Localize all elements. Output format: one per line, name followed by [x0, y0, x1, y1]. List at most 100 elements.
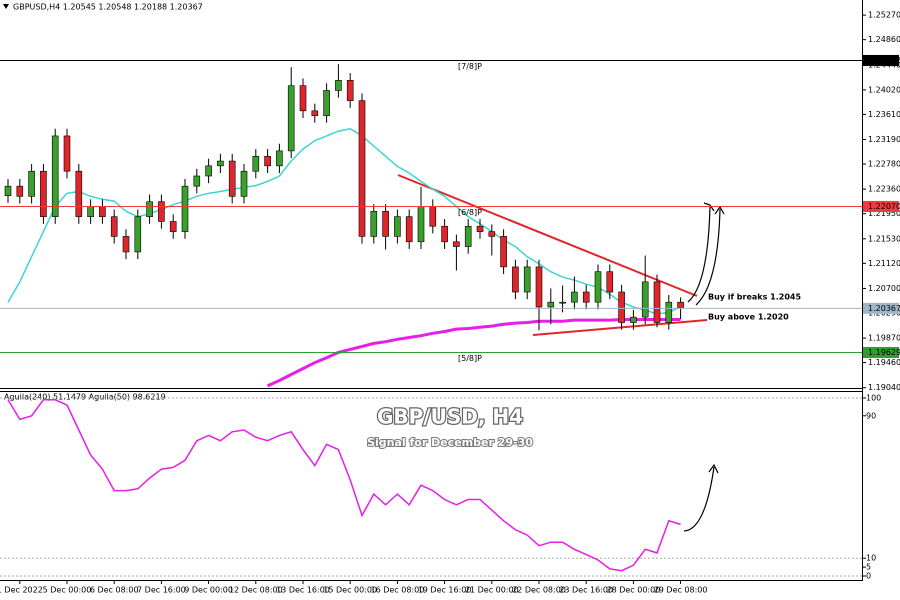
candle [476, 219, 484, 239]
candle-body [205, 165, 212, 177]
y-tick-label: 5 [866, 563, 871, 572]
candle [335, 64, 342, 98]
level-tag: [6/8]P [458, 208, 482, 217]
y-tick-label: 1.22360 [868, 185, 900, 194]
candle [169, 214, 177, 239]
x-tick-label: 16 Dec 08:00 [370, 586, 424, 595]
candle-body [40, 170, 47, 217]
candle-body [346, 80, 354, 101]
candle [252, 149, 260, 179]
candle [370, 204, 378, 244]
y-tick-label: 1.23610 [868, 110, 900, 119]
candle [122, 229, 130, 260]
x-tick-label: 12 Dec 08:00 [229, 586, 283, 595]
candle [28, 164, 35, 204]
x-tick-label: 29 Dec 08:00 [654, 586, 708, 595]
candle-body [134, 216, 142, 253]
candle [311, 103, 319, 123]
candle [441, 219, 448, 249]
x-tick-label: 6 Dec 08:00 [90, 586, 139, 595]
candle-body [28, 170, 35, 197]
candle [299, 78, 307, 118]
candle [523, 259, 531, 300]
candle [193, 168, 201, 194]
candle-body [16, 185, 24, 197]
candle [323, 83, 330, 123]
candle-body [240, 170, 248, 197]
arrows [683, 202, 725, 532]
candle-body [594, 271, 602, 303]
candle-body [476, 225, 484, 232]
candle-body [217, 160, 224, 167]
candle-body [512, 266, 519, 293]
overlay-title: GBP/USD, H4 [377, 405, 523, 429]
candle [75, 164, 83, 224]
candle [547, 288, 555, 325]
candle [217, 153, 224, 174]
candle-body [405, 216, 413, 243]
level-tag: [7/8]P [458, 62, 482, 71]
candle-body [677, 301, 684, 309]
y-tick-label: 1.21950 [868, 209, 900, 218]
candle-body [358, 100, 366, 237]
candle-body [488, 231, 496, 237]
candle [618, 284, 625, 330]
candle [51, 128, 59, 224]
arrow [683, 466, 715, 532]
candle-body [547, 301, 555, 308]
trend-line [532, 319, 708, 336]
x-tick-label: 7 Dec 16:00 [137, 586, 186, 595]
arrow-head [708, 463, 719, 474]
price-label-box [863, 346, 899, 358]
y-tick-label: 10 [866, 554, 876, 563]
candle [453, 234, 460, 271]
candle-body [311, 110, 319, 116]
candle-body [181, 185, 189, 232]
candle-body [665, 301, 673, 323]
candle-body [417, 206, 425, 243]
arrow [695, 208, 721, 306]
x-tick-label: 19 Dec 16:00 [418, 586, 472, 595]
y-tick-label: 1.21120 [868, 259, 900, 268]
x-tick-label: 13 Dec 16:00 [276, 586, 330, 595]
candle-body [122, 236, 130, 253]
overlay-subtitle: Signal for December 29-30 [367, 436, 533, 449]
candle [346, 73, 354, 108]
x-tick-label: 28 Dec 00:00 [606, 586, 660, 595]
candle-body [228, 160, 236, 197]
moving-average [266, 318, 681, 388]
candle-body [441, 225, 448, 243]
candle-body [523, 266, 531, 293]
candle [594, 264, 602, 310]
candle [500, 229, 507, 275]
symbol-icon [3, 4, 9, 9]
x-tick-label: 22 Dec 08:00 [512, 586, 566, 595]
candle [16, 178, 24, 204]
candle [63, 128, 71, 179]
x-tick-label: 23 Dec 16:00 [559, 586, 613, 595]
candle-body [264, 155, 271, 167]
candle-body [559, 301, 566, 304]
oscillator-line [7, 399, 681, 572]
candle [641, 255, 649, 325]
candle-body [110, 216, 118, 237]
candle [571, 276, 578, 310]
candle [110, 209, 118, 244]
candle-body [87, 206, 94, 217]
annotation: Buy if breaks 1.2045 [708, 293, 801, 302]
arrow-head [714, 205, 725, 215]
price-label: 1.19629 [868, 348, 900, 357]
candle-body [464, 225, 472, 247]
price-label-box [863, 54, 899, 66]
indicator-header: Aguila(240) 51.1479 Aguila(50) 98.6219 [4, 393, 166, 402]
annotation: Buy above 1.2020 [708, 313, 789, 322]
candle-body [370, 210, 378, 237]
candle-body [453, 241, 460, 247]
y-tick-label: 1.24020 [868, 85, 900, 94]
candle [276, 143, 283, 174]
candle [382, 204, 389, 250]
candle [358, 93, 366, 244]
candle-body [299, 85, 307, 112]
